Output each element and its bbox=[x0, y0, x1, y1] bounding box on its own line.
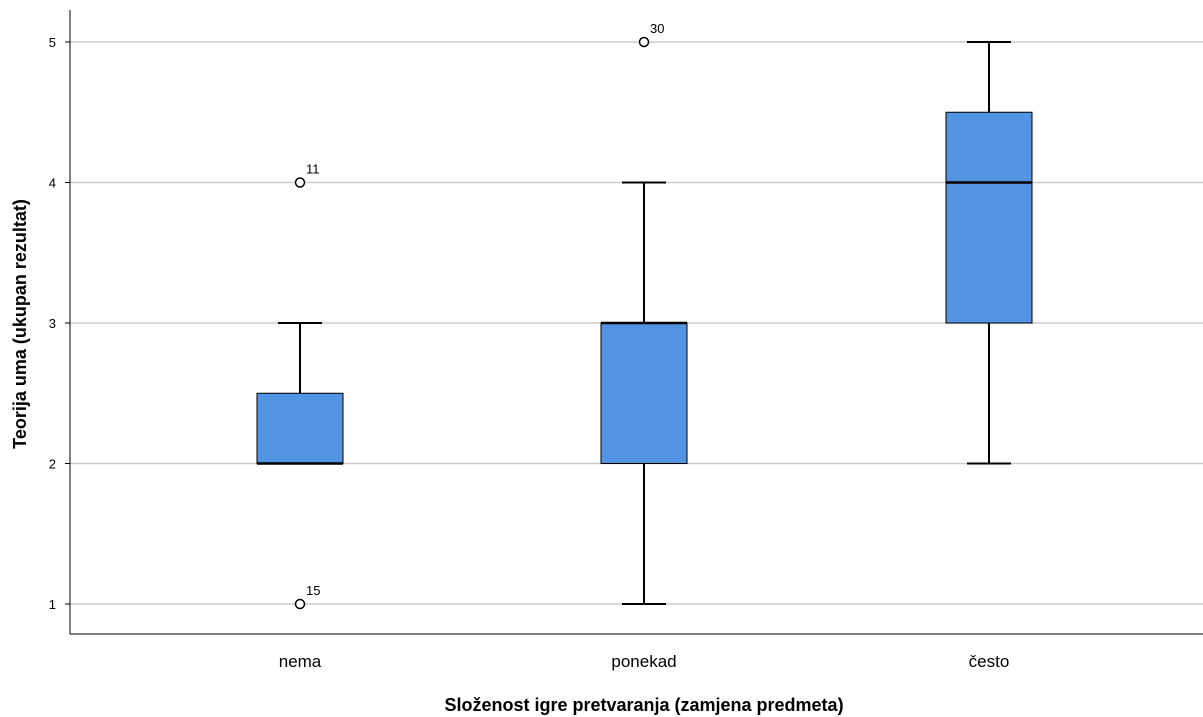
box-group-1: 11 15 bbox=[256, 162, 344, 610]
y-tick-label: 3 bbox=[49, 316, 56, 331]
box-iqr bbox=[256, 392, 344, 464]
y-tick-label: 4 bbox=[49, 176, 56, 191]
box-group-3 bbox=[945, 41, 1033, 465]
y-tick-label: 1 bbox=[49, 597, 56, 612]
category-label: nema bbox=[279, 652, 322, 671]
y-tick-label: 5 bbox=[49, 35, 56, 50]
outlier-point bbox=[294, 598, 306, 610]
x-axis-title: Složenost igre pretvaranja (zamjena pred… bbox=[444, 695, 843, 715]
outlier-label: 11 bbox=[306, 162, 320, 177]
outlier-label: 30 bbox=[650, 21, 664, 36]
outlier-point bbox=[294, 177, 306, 188]
category-labels: nema ponekad često bbox=[279, 652, 1010, 671]
y-tick-labels: 1 2 3 4 5 bbox=[49, 35, 70, 612]
box-iqr bbox=[600, 322, 688, 464]
y-tick-label: 2 bbox=[49, 457, 56, 472]
outlier-point bbox=[638, 36, 650, 48]
box-group-2: 30 bbox=[600, 21, 688, 605]
boxes: 11 15 30 bbox=[256, 21, 1033, 610]
category-label: često bbox=[969, 652, 1010, 671]
category-label: ponekad bbox=[611, 652, 676, 671]
box-iqr bbox=[945, 111, 1033, 324]
axes bbox=[69, 10, 1203, 635]
outlier-label: 15 bbox=[306, 583, 320, 598]
y-axis-title: Teorija uma (ukupan rezultat) bbox=[10, 199, 30, 449]
